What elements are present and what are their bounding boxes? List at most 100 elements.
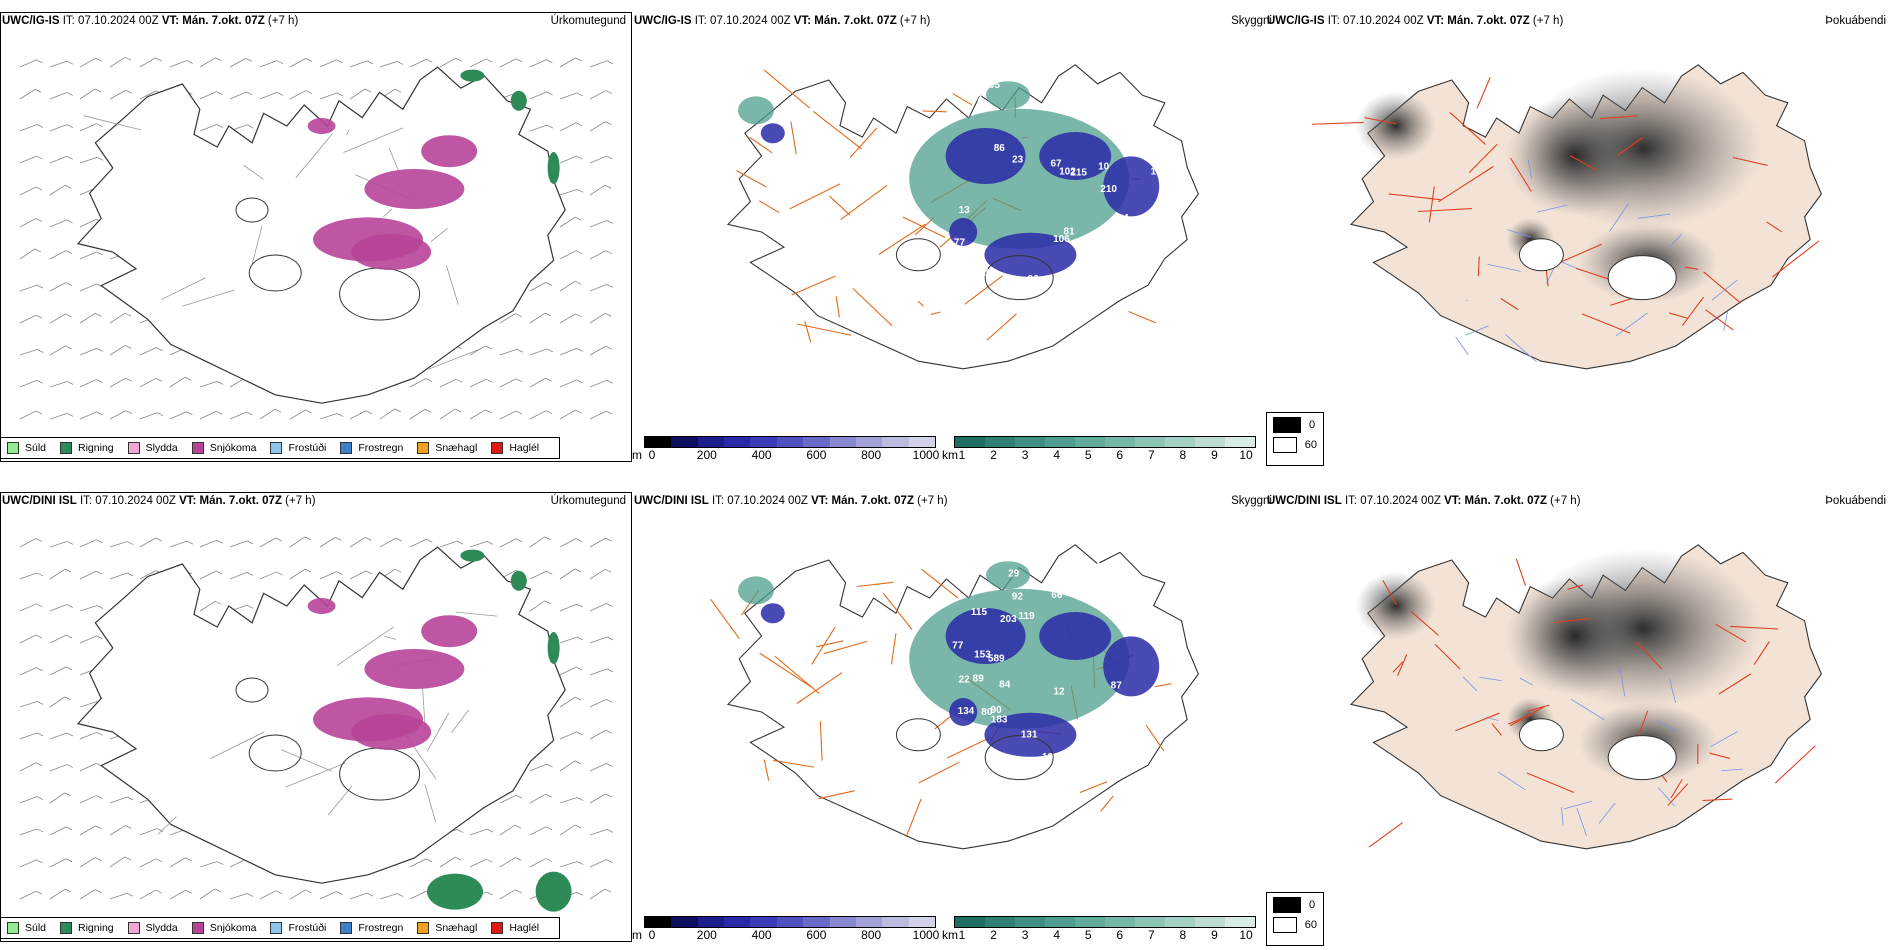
- cloud-map: 10 95 86 12 102 77 106 96 114 23 110 87 86 13 67 230 215…: [726, 64, 1200, 370]
- precip-map: [19, 56, 614, 420]
- fog-legend-row: 0: [1273, 897, 1317, 913]
- colorbar-tick: 400: [751, 448, 772, 462]
- legend-item: Snjókoma: [191, 442, 257, 454]
- cloudbase-value: 131: [1021, 729, 1038, 740]
- precip-legend: Súld Rigning Slydda Snjókoma Frostúði Frostre…: [0, 437, 561, 459]
- colorbar-segment: [1225, 437, 1255, 447]
- header: UWC/IG-IS IT: 07.10.2024 00Z VT: Mán. 7.…: [634, 15, 930, 27]
- cloudbase-value: 66: [1051, 590, 1063, 601]
- colorbar-tick: 2: [990, 448, 997, 462]
- colorbar-tick: 4: [1053, 448, 1060, 462]
- lead-time: (+7 h): [1532, 15, 1564, 27]
- header: UWC/IG-IS IT: 07.10.2024 00Z VT: Mán. 7.…: [1267, 15, 1563, 27]
- colorbar-segment: [1195, 917, 1225, 927]
- cloudbase-value: 22: [1051, 95, 1063, 106]
- init-time: 07.10.2024 00Z: [710, 15, 791, 27]
- legend-label: Rigning: [78, 922, 114, 934]
- cloudbase-value: 106: [1053, 234, 1070, 245]
- colorbar-segment: [1015, 917, 1045, 927]
- legend-swatch: [60, 922, 73, 934]
- cloudbase-value: 115: [971, 607, 988, 618]
- fog-map: [1349, 544, 1823, 850]
- colorbar-segment: [985, 437, 1015, 447]
- cloudbase-value: 193: [1042, 752, 1059, 763]
- colorbar-segment: [1135, 437, 1165, 447]
- precip-panel-bottom: UWC/DINI ISL IT: 07.10.2024 00Z VT: Mán.…: [0, 492, 632, 942]
- model-name: UWC/DINI ISL: [2, 495, 77, 507]
- legend-item: Súld: [7, 922, 46, 934]
- legend-item: Frostregn: [340, 922, 403, 934]
- colorbar-tick: 9: [1211, 448, 1218, 462]
- precip-map: [19, 536, 614, 938]
- colorbar-tick: 10: [1239, 928, 1253, 942]
- model-name: UWC/IG-IS: [2, 15, 60, 27]
- legend-label: Frostúði: [288, 922, 327, 934]
- legend-swatch: [60, 442, 73, 454]
- legend-label: Slydda: [145, 442, 178, 454]
- cloudbase-value: 364: [1084, 561, 1101, 572]
- cloudbase-value: 119: [1018, 611, 1035, 622]
- fog-legend-swatch: [1273, 437, 1297, 453]
- legend-swatch: [417, 442, 430, 454]
- colorbar-segment: [724, 437, 751, 447]
- fog-legend-swatch: [1273, 897, 1301, 913]
- vt-label: VT:: [793, 15, 812, 27]
- colorbar-tick: 7: [1147, 928, 1155, 942]
- colorbar-tick: 5: [1084, 928, 1092, 942]
- vt-label: VT:: [1426, 15, 1445, 27]
- legend-item: Snjókoma: [191, 922, 256, 934]
- cloudbase-value: 87: [1111, 681, 1123, 692]
- colorbar-segment: [750, 917, 777, 927]
- colorbar-segment: [829, 917, 856, 927]
- colorbar-segment: [1045, 917, 1075, 927]
- legend-item: Snæhagl: [417, 442, 477, 454]
- cloudbase-value: 10: [1129, 108, 1141, 119]
- cloudbase-value: 110: [969, 264, 986, 275]
- legend-swatch: [417, 922, 430, 934]
- cloudbase-value: 96: [1128, 271, 1140, 282]
- legend-swatch: [127, 442, 140, 454]
- legend-label: Snjókoma: [209, 442, 257, 454]
- lead-time: (+7 h): [285, 495, 316, 507]
- colorbar-segment: [1165, 437, 1195, 447]
- cloudbase-value: 102: [1059, 166, 1076, 177]
- colorbar-segment: [776, 437, 804, 447]
- model-name: UWC/IG-IS: [634, 15, 692, 27]
- cloudbase-value: 134: [958, 706, 975, 717]
- precip-panel-top: UWC/IG-IS IT: 07.10.2024 00Z VT: Mán. 7.…: [0, 12, 632, 462]
- cloudbase-value: 86: [994, 143, 1006, 154]
- cloudbase-value: 67: [1050, 158, 1062, 169]
- cloudbase-value: 77: [952, 641, 964, 652]
- colorbar-swatches: [644, 436, 936, 448]
- cloudbase-value: 77: [1173, 595, 1185, 606]
- colorbar-segment: [803, 917, 830, 927]
- cloudbase-value: 18: [1170, 196, 1182, 207]
- fog-title: Þokuábendi: [1825, 15, 1886, 27]
- init-time: 07.10.2024 00Z: [727, 495, 808, 507]
- cloudbase-colorbar: m 0 200 400 600 800 1000: [632, 916, 942, 946]
- cloudbase-value: 210: [1100, 184, 1117, 195]
- colorbar-segment: [1105, 917, 1135, 927]
- legend-label: Súld: [25, 922, 47, 934]
- it-label: IT:: [1344, 495, 1358, 507]
- fog-legend: 0 60: [1266, 412, 1324, 466]
- colorbar-segment: [1045, 437, 1075, 447]
- vt-label: VT:: [161, 15, 180, 27]
- model-name: UWC/DINI ISL: [634, 495, 709, 507]
- legend-swatch: [191, 922, 204, 934]
- precip-legend: Súld Rigning Slydda Snjókoma Frostúði Frostre…: [0, 917, 561, 939]
- legend-swatch: [340, 442, 353, 454]
- colorbar-segment: [671, 437, 698, 447]
- colorbar-tick: 7: [1147, 448, 1155, 462]
- colorbar-segment: [1135, 917, 1165, 927]
- colorbar-tick: 0: [648, 448, 656, 462]
- legend-item: Slydda: [127, 922, 178, 934]
- legend-swatch: [491, 922, 504, 934]
- cloudbase-value: 96: [1028, 274, 1040, 285]
- cloudbase-value: 90: [991, 705, 1003, 716]
- colorbar-tick: 400: [751, 928, 772, 942]
- fog-legend-swatch: [1273, 417, 1301, 433]
- header: UWC/DINI ISL IT: 07.10.2024 00Z VT: Mán.…: [2, 495, 316, 507]
- colorbar-tick: 3: [1021, 448, 1029, 462]
- cloudbase-value: 322: [963, 764, 980, 775]
